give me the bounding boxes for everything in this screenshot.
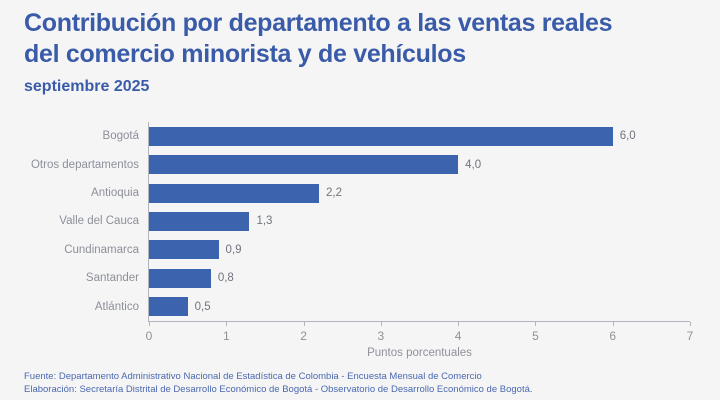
x-tick-label: 5 — [532, 329, 539, 343]
x-tick-mark — [535, 322, 537, 326]
bar-chart-plot: Bogotá 6,0 Otros departamentos 4,0 Antioquia… — [31, 122, 693, 359]
x-tick-label: 0 — [145, 329, 153, 343]
chart-subtitle: septiembre 2025 — [24, 78, 150, 95]
bar-row: Atlántico 0,5 — [95, 297, 690, 317]
bar — [149, 183, 320, 203]
category-label: Cundinamarca — [64, 243, 139, 256]
bar — [149, 211, 250, 231]
x-tick-mark — [149, 322, 150, 326]
x-tick-mark — [458, 322, 460, 326]
category-label: Antioquia — [91, 187, 139, 200]
value-label: 6,0 — [619, 130, 636, 143]
x-tick-label: 6 — [609, 329, 617, 343]
x-tick-label: 4 — [454, 329, 462, 343]
chart-title-line-1: Contribución por departamento a las vent… — [24, 9, 613, 37]
x-tick-label: 1 — [222, 329, 230, 343]
source-footer: Fuente: Departamento Administrativo Naci… — [24, 371, 533, 396]
value-label: 4,0 — [465, 158, 482, 171]
category-label: Bogotá — [102, 130, 139, 143]
category-label: Santander — [85, 272, 139, 285]
value-label: 2,2 — [326, 187, 343, 200]
bar-row: Antioquia 2,2 — [91, 183, 690, 203]
x-axis-title: Puntos porcentuales — [367, 347, 472, 359]
x-tick-mark — [612, 322, 614, 326]
x-tick-mark — [226, 322, 228, 326]
chart-header: Contribución por departamento a las vent… — [24, 8, 708, 97]
category-label: Atlántico — [94, 300, 139, 313]
bar-row: Valle del Cauca 1,3 — [59, 211, 690, 231]
chart-title-line-2: del comercio minorista y de vehículos — [24, 40, 466, 68]
bar-row: Cundinamarca 0,9 — [64, 240, 690, 260]
x-tick-label: 2 — [300, 329, 307, 343]
bar-row: Bogotá 6,0 — [103, 126, 690, 146]
value-label: 1,3 — [256, 215, 273, 228]
x-tick-mark — [690, 322, 691, 326]
value-label: 0,8 — [217, 272, 234, 285]
source-line: Fuente: Departamento Administrativo Naci… — [24, 371, 482, 382]
bar — [149, 155, 459, 175]
x-tick-mark — [303, 322, 305, 326]
bar — [149, 268, 211, 288]
category-label: Otros departamentos — [30, 158, 139, 171]
x-tick-mark — [380, 322, 382, 326]
bar — [149, 240, 219, 260]
bar-row: Santander 0,8 — [86, 268, 690, 288]
bar — [149, 126, 613, 146]
value-label: 0,5 — [194, 300, 211, 313]
x-tick-label: 7 — [686, 329, 694, 343]
bar — [149, 297, 188, 317]
value-label: 0,9 — [225, 243, 242, 256]
x-tick-label: 3 — [377, 329, 385, 343]
elaboration-line: Elaboración: Secretaría Distrital de Des… — [24, 383, 533, 395]
category-label: Valle del Cauca — [59, 215, 139, 228]
bar-row: Otros departamentos 4,0 — [31, 155, 690, 175]
